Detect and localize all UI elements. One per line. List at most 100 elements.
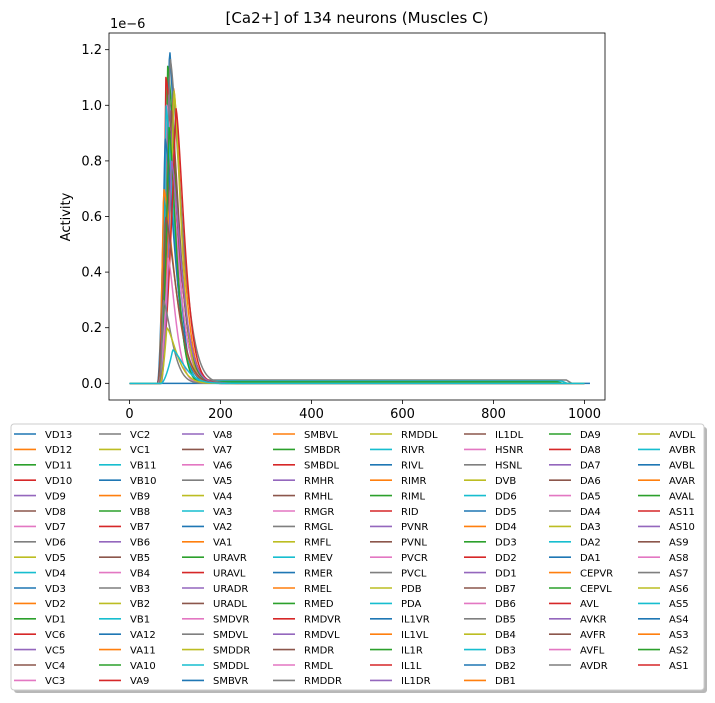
series-line <box>129 65 585 385</box>
legend-entry-label: VD6 <box>45 538 66 549</box>
legend-entry-label: DB5 <box>495 615 516 626</box>
legend-entry-label: RID <box>401 507 419 518</box>
series-line <box>129 126 585 385</box>
legend-entry-label: URADL <box>213 599 247 610</box>
legend-entry-label: RMHR <box>304 476 334 487</box>
legend-entry-label: VC6 <box>45 630 65 641</box>
legend-entry-label: VC4 <box>45 661 65 672</box>
legend-entry-label: HSNR <box>495 445 523 456</box>
legend-entry-label: VA10 <box>130 661 156 672</box>
y-tick-label: 0.6 <box>81 210 102 225</box>
legend-entry-label: SMBVR <box>213 676 248 687</box>
legend-entry-label: VA8 <box>213 430 232 441</box>
legend-entry-label: SMBDR <box>304 445 341 456</box>
legend-entry-label: AVDL <box>669 430 696 441</box>
legend-entry-label: DA5 <box>580 491 601 502</box>
legend-entry-label: AVKR <box>580 615 607 626</box>
legend-entry-label: DD6 <box>495 491 517 502</box>
legend-entry-label: VD9 <box>45 491 66 502</box>
legend-entry-label: RIVL <box>401 461 424 472</box>
legend-entry-label: PDB <box>401 584 422 595</box>
legend-entry-label: DB1 <box>495 676 516 687</box>
legend-entry-label: AVL <box>580 599 599 610</box>
legend-entry-label: VB5 <box>130 553 150 564</box>
series-line <box>129 160 585 385</box>
legend-entry-label: VC5 <box>45 645 65 656</box>
legend-entry-label: VA2 <box>213 522 232 533</box>
legend-entry-label: VD2 <box>45 599 66 610</box>
legend-entry-label: RMER <box>304 568 333 579</box>
legend-entry-label: DA2 <box>580 538 601 549</box>
series-line <box>129 108 585 385</box>
legend-entry-label: VA6 <box>213 461 232 472</box>
legend-entry-label: DB2 <box>495 661 516 672</box>
legend-entry-label: VA5 <box>213 476 232 487</box>
legend-entry-label: AVBL <box>669 461 695 472</box>
legend-entry-label: VB1 <box>130 615 150 626</box>
legend-entry-label: URADR <box>213 584 248 595</box>
legend-entry-label: VB3 <box>130 584 150 595</box>
y-tick-label: 1.0 <box>81 99 102 114</box>
y-tick-label: 0.0 <box>81 377 102 392</box>
legend-entry-label: VA11 <box>130 645 156 656</box>
legend-entry-label: VA7 <box>213 445 232 456</box>
y-tick-label: 0.8 <box>81 154 102 169</box>
legend-entry-label: SMBDL <box>304 461 340 472</box>
legend-entry-label: PVNL <box>401 538 427 549</box>
legend-entry-label: VD13 <box>45 430 72 441</box>
series-line <box>129 87 585 385</box>
legend-entry-label: DA4 <box>580 507 601 518</box>
series-line <box>129 110 585 385</box>
series-line <box>129 90 585 385</box>
legend-entry-label: VD12 <box>45 445 72 456</box>
legend-entry-label: AVAL <box>669 491 694 502</box>
series-line <box>129 138 585 385</box>
legend-entry-label: RMDVL <box>304 630 340 641</box>
legend-entry-label: DB6 <box>495 599 516 610</box>
legend: VD13 VD12 VD11 VD10 VD9 VD8 VD7 VD6 VD5 VD4 VD3 VD2… <box>10 423 707 693</box>
y-tick-label: 0.4 <box>81 266 102 281</box>
legend-entry-label: AVAR <box>669 476 695 487</box>
legend-entry-label: VA3 <box>213 507 232 518</box>
legend-entry-label: AS3 <box>669 630 689 641</box>
legend-entry-label: IL1R <box>401 645 423 656</box>
legend-entry-label: DD1 <box>495 568 517 579</box>
legend-entry-label: SMBVL <box>304 430 338 441</box>
legend-entry-label: SMDDL <box>213 661 249 672</box>
legend-entry-label: VA4 <box>213 491 232 502</box>
legend-entry-label: HSNL <box>495 461 522 472</box>
legend-entry-label: SMDVL <box>213 630 248 641</box>
legend-entry-label: AS7 <box>669 568 689 579</box>
legend-entry-label: RMEV <box>304 553 333 564</box>
legend-entry-label: SMDDR <box>213 645 250 656</box>
legend-entry-label: RMEL <box>304 584 332 595</box>
legend-entry-label: VB6 <box>130 538 150 549</box>
legend-entry-label: AS4 <box>669 615 689 626</box>
series-line <box>129 52 585 385</box>
legend-entry-label: DB7 <box>495 584 516 595</box>
legend-entry-label: CEPVL <box>580 584 612 595</box>
legend-entry-label: VD11 <box>45 461 72 472</box>
legend-entry-label: RIVR <box>401 445 425 456</box>
legend-entry-label: VA1 <box>213 538 232 549</box>
x-tick-label: 200 <box>208 407 233 422</box>
legend-entry-label: RMDVR <box>304 615 341 626</box>
legend-entry-label: VB4 <box>130 568 150 579</box>
legend-entry-label: RMED <box>304 599 334 610</box>
legend-entry-label: VC1 <box>130 445 150 456</box>
legend-entry-label: VB2 <box>130 599 150 610</box>
legend-entry-label: VD7 <box>45 522 66 533</box>
y-tick-label: 1.2 <box>81 43 102 58</box>
series-line <box>129 104 585 385</box>
series-line <box>129 105 585 385</box>
legend-entry-label: VD1 <box>45 615 66 626</box>
legend-entry-label: DA1 <box>580 553 601 564</box>
y-axis-label: Activity <box>59 192 74 241</box>
series-line <box>129 76 585 385</box>
legend-entry-label: DA3 <box>580 522 601 533</box>
legend-entry-label: AS6 <box>669 584 689 595</box>
legend-entry-label: RMGR <box>304 507 334 518</box>
legend-entry-label: RIML <box>401 491 426 502</box>
legend-entry-label: RMHL <box>304 491 333 502</box>
